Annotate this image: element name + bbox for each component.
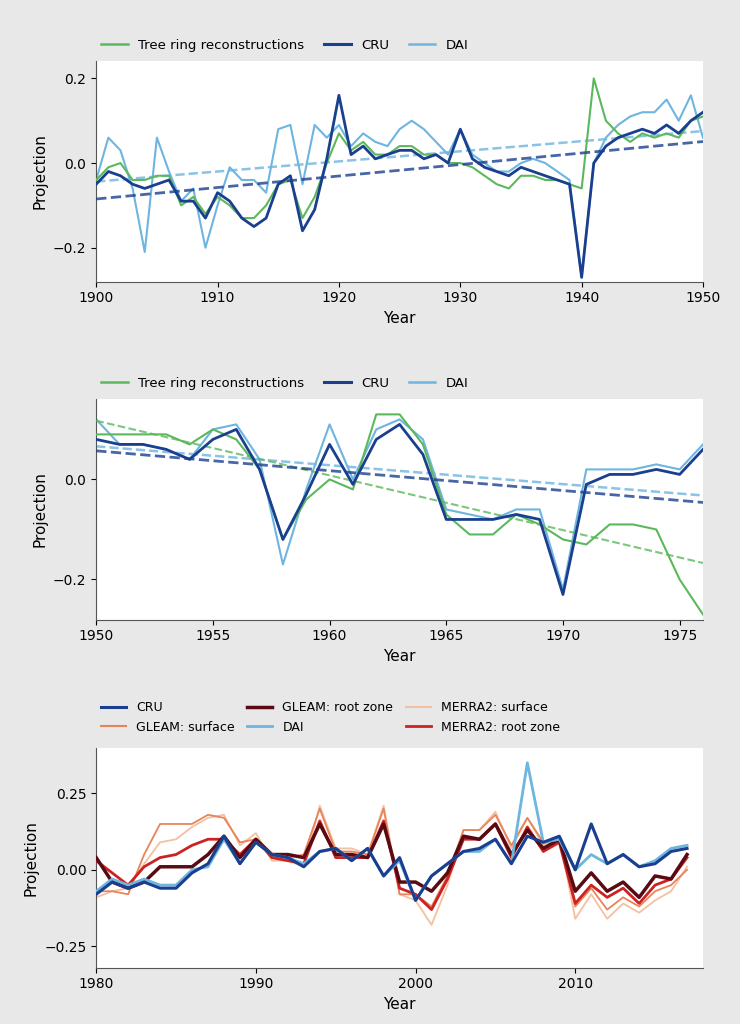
- Y-axis label: Projection: Projection: [33, 471, 47, 548]
- Y-axis label: Projection: Projection: [33, 133, 47, 210]
- Legend: Tree ring reconstructions, CRU, DAI: Tree ring reconstructions, CRU, DAI: [96, 34, 474, 57]
- Legend: Tree ring reconstructions, CRU, DAI: Tree ring reconstructions, CRU, DAI: [96, 372, 474, 395]
- X-axis label: Year: Year: [383, 649, 416, 664]
- X-axis label: Year: Year: [383, 311, 416, 326]
- Y-axis label: Projection: Projection: [24, 819, 38, 896]
- Legend: CRU, GLEAM: surface, GLEAM: root zone, DAI, MERRA2: surface, MERRA2: root zone: CRU, GLEAM: surface, GLEAM: root zone, D…: [96, 696, 565, 738]
- X-axis label: Year: Year: [383, 997, 416, 1012]
